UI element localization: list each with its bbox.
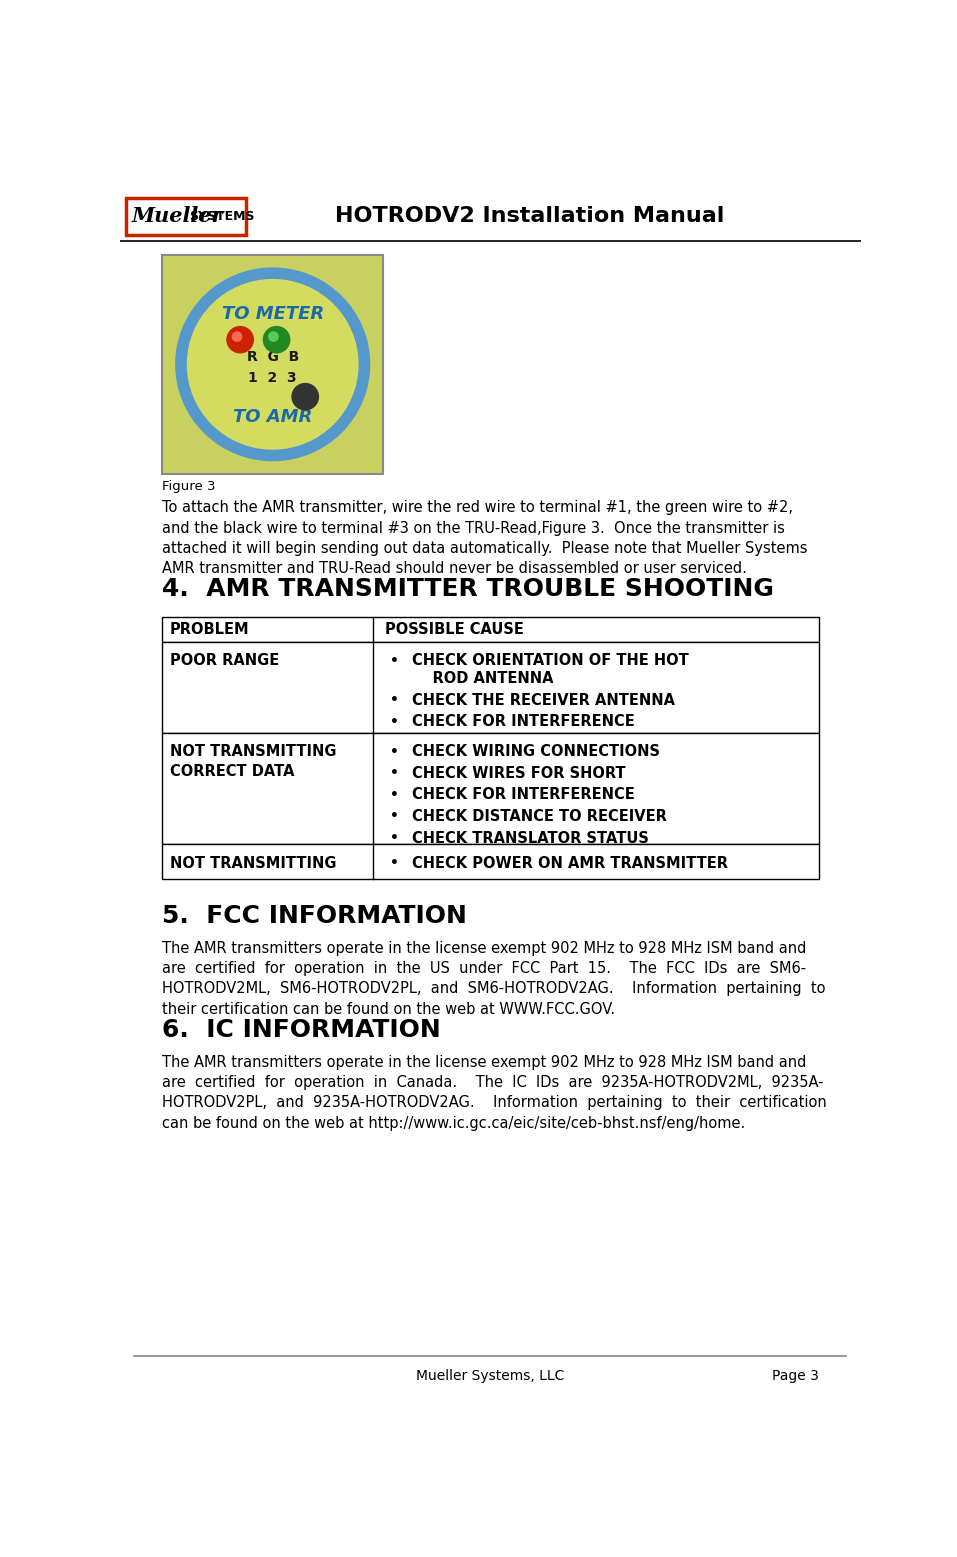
Text: CHECK ORIENTATION OF THE HOT: CHECK ORIENTATION OF THE HOT bbox=[412, 654, 688, 668]
Text: POSSIBLE CAUSE: POSSIBLE CAUSE bbox=[385, 623, 523, 637]
Text: Page 3: Page 3 bbox=[771, 1369, 818, 1383]
Text: 6.  IC INFORMATION: 6. IC INFORMATION bbox=[163, 1018, 441, 1042]
Text: •: • bbox=[390, 715, 399, 729]
Text: TO METER: TO METER bbox=[222, 305, 323, 324]
Text: TO AMR: TO AMR bbox=[233, 408, 312, 425]
Circle shape bbox=[233, 332, 242, 341]
Bar bbox=[163, 255, 383, 473]
Text: 1  2  3: 1 2 3 bbox=[249, 371, 297, 385]
Text: PROBLEM: PROBLEM bbox=[170, 623, 250, 637]
Text: Figure 3: Figure 3 bbox=[163, 480, 215, 494]
Text: •: • bbox=[390, 654, 399, 668]
Text: The AMR transmitters operate in the license exempt 902 MHz to 928 MHz ISM band a: The AMR transmitters operate in the lice… bbox=[163, 1054, 827, 1130]
Text: CHECK WIRES FOR SHORT: CHECK WIRES FOR SHORT bbox=[412, 766, 626, 782]
Text: 5.  FCC INFORMATION: 5. FCC INFORMATION bbox=[163, 903, 467, 928]
Text: CHECK WIRING CONNECTIONS: CHECK WIRING CONNECTIONS bbox=[412, 744, 659, 760]
Text: R  G  B: R G B bbox=[247, 350, 299, 364]
FancyBboxPatch shape bbox=[125, 198, 246, 235]
Text: •: • bbox=[390, 693, 399, 707]
Bar bbox=[163, 733, 818, 844]
Text: NOT TRANSMITTING: NOT TRANSMITTING bbox=[170, 856, 337, 870]
Text: POOR RANGE: POOR RANGE bbox=[170, 654, 279, 668]
Text: •: • bbox=[390, 766, 399, 780]
Text: ROD ANTENNA: ROD ANTENNA bbox=[412, 671, 553, 687]
Text: Mueller Systems, LLC: Mueller Systems, LLC bbox=[416, 1369, 565, 1383]
Text: SYSTEMS: SYSTEMS bbox=[189, 210, 255, 223]
Text: CHECK FOR INTERFERENCE: CHECK FOR INTERFERENCE bbox=[412, 788, 634, 802]
Bar bbox=[163, 844, 818, 880]
Text: •: • bbox=[390, 856, 399, 870]
Circle shape bbox=[269, 332, 278, 341]
Text: CHECK POWER ON AMR TRANSMITTER: CHECK POWER ON AMR TRANSMITTER bbox=[412, 856, 728, 870]
Text: To attach the AMR transmitter, wire the red wire to terminal #1, the green wire : To attach the AMR transmitter, wire the … bbox=[163, 500, 808, 576]
Circle shape bbox=[292, 383, 319, 409]
Text: Mueller: Mueller bbox=[132, 206, 224, 226]
Text: HOTRODV2 Installation Manual: HOTRODV2 Installation Manual bbox=[335, 206, 723, 226]
Text: CHECK FOR INTERFERENCE: CHECK FOR INTERFERENCE bbox=[412, 715, 634, 729]
Bar bbox=[163, 617, 818, 641]
Circle shape bbox=[176, 268, 369, 461]
Text: The AMR transmitters operate in the license exempt 902 MHz to 928 MHz ISM band a: The AMR transmitters operate in the lice… bbox=[163, 940, 826, 1017]
Circle shape bbox=[188, 280, 358, 448]
Text: •: • bbox=[390, 831, 399, 845]
Text: •: • bbox=[390, 788, 399, 802]
Circle shape bbox=[227, 327, 254, 353]
Text: •: • bbox=[390, 810, 399, 824]
Text: 4.  AMR TRANSMITTER TROUBLE SHOOTING: 4. AMR TRANSMITTER TROUBLE SHOOTING bbox=[163, 578, 774, 601]
Text: CHECK DISTANCE TO RECEIVER: CHECK DISTANCE TO RECEIVER bbox=[412, 810, 667, 824]
Circle shape bbox=[263, 327, 290, 353]
Text: •: • bbox=[390, 744, 399, 758]
Text: CHECK TRANSLATOR STATUS: CHECK TRANSLATOR STATUS bbox=[412, 830, 649, 845]
Bar bbox=[163, 641, 818, 733]
Text: CHECK THE RECEIVER ANTENNA: CHECK THE RECEIVER ANTENNA bbox=[412, 693, 675, 708]
Text: NOT TRANSMITTING
CORRECT DATA: NOT TRANSMITTING CORRECT DATA bbox=[170, 744, 337, 778]
